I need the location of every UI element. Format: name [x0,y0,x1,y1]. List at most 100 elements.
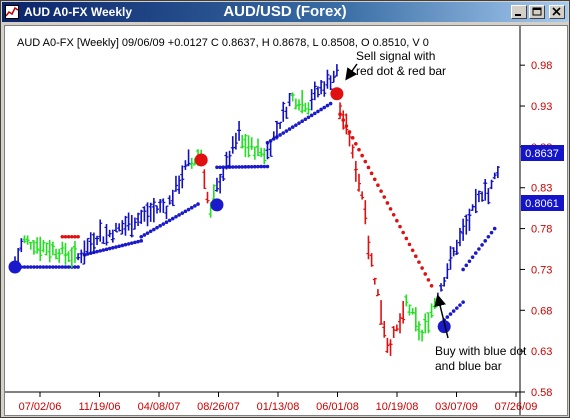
buy-stop-dot [294,123,298,127]
buy-stop-dot [101,248,106,252]
x-tick-label: 11/19/06 [78,401,120,413]
buy-stop-dot [155,225,159,230]
y-tick-label: 0.98 [531,60,552,72]
buy-stop-dot [22,265,27,269]
buy-stop-dot [145,231,150,235]
window-title: AUD A0-FX Weekly [24,5,133,19]
y-tick-label: 0.68 [531,305,552,317]
sell-stop-dot [413,254,418,258]
buy-stop-dot [240,165,245,169]
buy-stop-dot [152,227,156,232]
stop-price-tag: 0.8061 [521,195,564,211]
buy-stop-dot [480,243,484,247]
sell-stop-dot [60,234,65,239]
buy-stop-dot [234,165,238,169]
sell-stop-dot [407,242,412,247]
buy-stop-dot [215,165,219,170]
buy-stop-dot [76,265,80,269]
buy-stop-dot [104,247,109,252]
buy-stop-dot [25,265,30,269]
buy-stop-dot [139,234,144,239]
buy-stop-dot [461,267,465,272]
stop-dots-layer [13,101,497,322]
sell-stop-dot [382,195,387,199]
sell-stop-dot [423,272,428,276]
minimize-icon [515,14,521,16]
buy-stop-dot [290,125,295,129]
sell-stop-dot [417,260,421,264]
sell-stop-dot [369,171,374,176]
buy-stop-dot [111,245,115,250]
sell-annotation-line2: red dot & red bar [356,64,446,78]
sell-stop-dot [391,212,396,217]
minimize-button[interactable] [511,5,527,19]
chart-panel[interactable]: AUD A0-FX [Weekly] 09/06/09 +0.0127 C 0.… [4,25,568,416]
sell-annotation: Sell signal with red dot & red bar [345,49,446,81]
buy-stop-dot [278,133,282,137]
sell-stop-dot [420,266,424,270]
buy-stop-dot [95,249,99,254]
buy-stop-dot [117,244,121,249]
buy-stop-dot [193,204,197,208]
x-tick-label: 03/07/09 [435,401,478,413]
buy-stop-dot [66,265,71,269]
x-tick-label: 08/26/07 [197,401,240,413]
buy-stop-dot [35,265,39,269]
sell-stop-dot [395,218,399,223]
buy-stop-dot [477,247,481,251]
maximize-button[interactable] [529,5,545,19]
buy-stop-dot [28,265,33,269]
title-bar[interactable]: AUD A0-FX Weekly AUD/USD (Forex) [2,2,568,22]
buy-stop-dot [47,265,52,269]
buy-stop-dot [306,115,311,120]
buy-stop-dot [129,241,134,245]
buy-stop-dot [303,117,308,122]
y-axis-labels: 0.980.930.880.830.780.730.680.630.58 [520,60,552,399]
close-button[interactable] [549,5,565,19]
buy-stop-dot [98,249,103,253]
buy-stop-dot [467,259,472,264]
current-price-label: 0.8637 [525,148,559,160]
sell-stop-dot [404,236,409,241]
maximize-icon [532,7,542,16]
buy-stop-dot [322,105,327,110]
buy-stop-dot [139,239,144,243]
price-bars-layer [13,64,500,356]
stop-price-label: 0.8061 [525,198,559,210]
buy-stop-dot [259,164,263,169]
buy-stop-dot [473,251,478,255]
buy-stop-dot [243,165,248,169]
y-tick-label: 0.83 [531,183,552,195]
sell-stop-dot [379,189,383,193]
sell-stop-dot [347,130,352,134]
buy-stop-dot [297,121,301,125]
buy-stop-dot [161,222,166,226]
buy-stop-dot [319,107,323,112]
buy-stop-dot [180,211,185,215]
buy-stop-dot [287,127,292,131]
buy-stop-dot [189,205,194,210]
sell-stop-dot [63,234,68,239]
buy-arrow [434,294,449,339]
sell-stop-dot [363,159,368,164]
buy-annotation-line2: and blue bar [435,359,502,373]
buy-stop-dot [483,239,488,243]
buy-stop-dot [464,263,469,268]
buy-stop-dot [284,129,289,133]
sell-stop-dot [398,224,402,229]
buy-stop-dot [133,240,137,245]
price-chart[interactable]: AUD A0-FX [Weekly] 09/06/09 +0.0127 C 0.… [5,26,567,415]
buy-stop-dot [107,246,112,251]
buy-stop-dot [486,234,491,239]
y-tick-label: 0.73 [531,264,552,276]
sell-stop-dot [426,278,431,282]
buy-stop-dot [461,300,465,304]
buy-stop-dot [170,216,175,221]
buy-stop-dot [174,214,178,219]
buy-stop-dot [445,315,450,319]
buy-stop-dot [60,265,65,269]
close-icon [552,7,561,16]
buy-stop-dot [230,165,235,169]
buy-stop-dot [489,230,494,235]
y-tick-label: 0.58 [531,387,552,399]
